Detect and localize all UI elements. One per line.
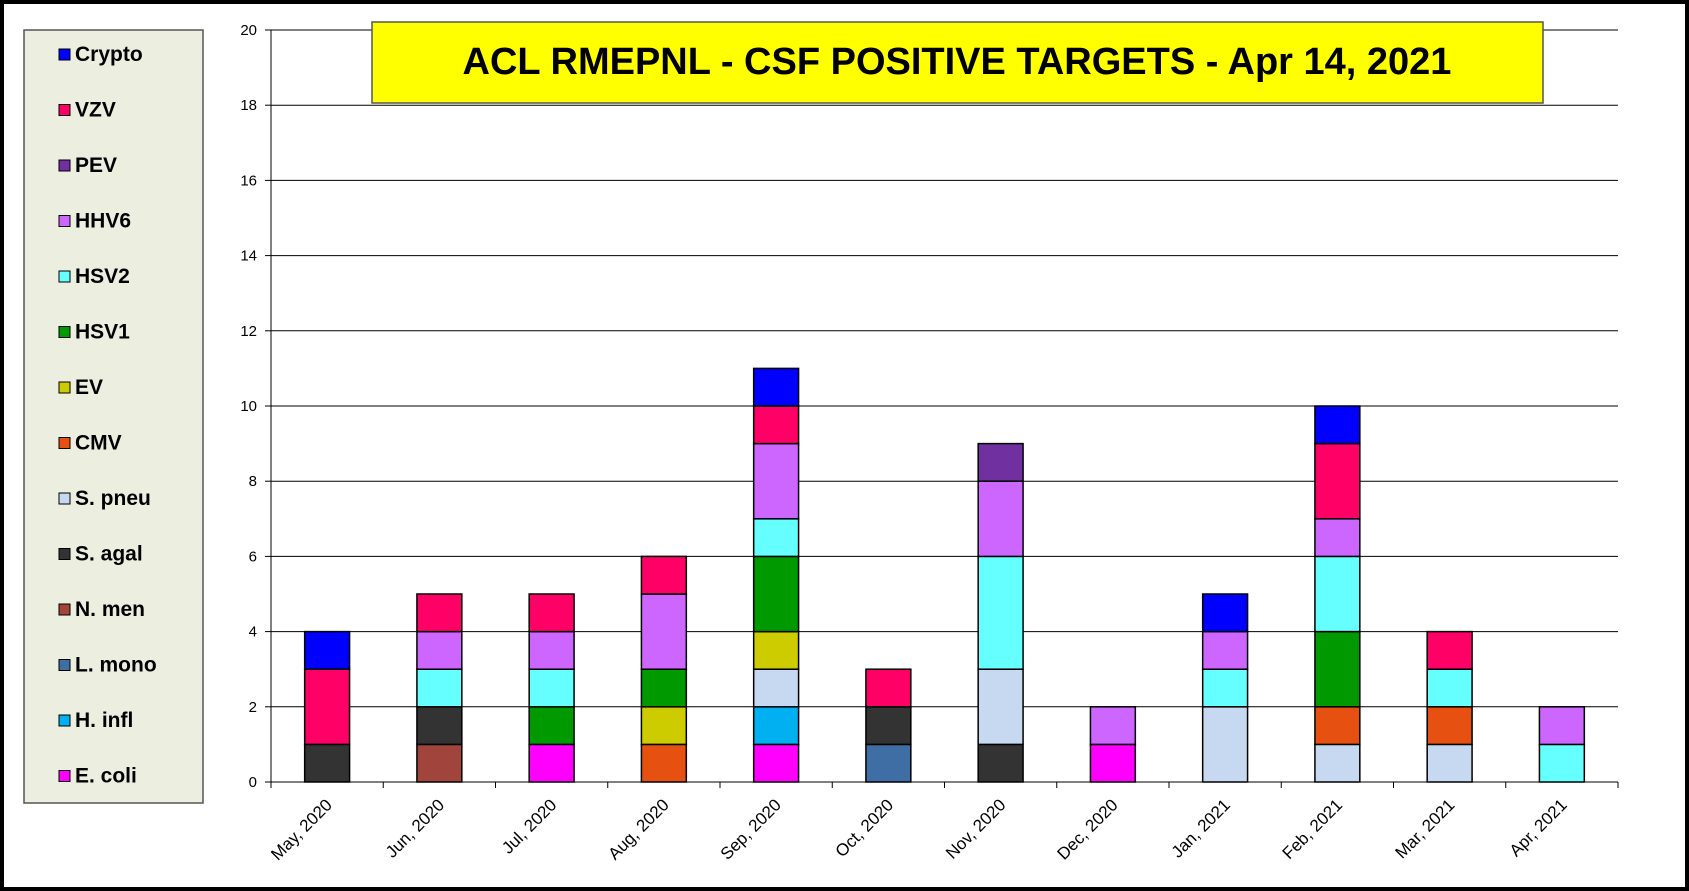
- legend-label: S. agal: [75, 543, 143, 566]
- legend-label: EV: [75, 376, 103, 399]
- bar-segment: [752, 555, 800, 633]
- legend-swatch: [58, 215, 71, 227]
- legend-label: Crypto: [75, 43, 143, 66]
- bar-segment: [1426, 668, 1473, 708]
- bar-segment: [977, 442, 1024, 482]
- legend-swatch: [58, 492, 71, 505]
- bar-segment: [640, 668, 688, 708]
- bar-segment: [1201, 706, 1249, 783]
- bar-segment: [303, 668, 351, 746]
- legend-swatch: [58, 437, 71, 449]
- bar-segment: [1314, 743, 1361, 783]
- bar-segment: [752, 630, 800, 670]
- legend-swatch: [58, 603, 71, 616]
- bar-segment: [416, 593, 463, 633]
- bar-segment: [1201, 630, 1249, 670]
- bar-segment: [303, 630, 351, 670]
- legend-label: HSV1: [75, 321, 130, 344]
- legend-label: S. pneu: [75, 487, 151, 510]
- bar-segment: [303, 743, 351, 783]
- bar-segment: [528, 743, 575, 783]
- legend-label: VZV: [75, 99, 116, 122]
- y-tick-label: 0: [249, 774, 257, 791]
- bar-segment: [977, 668, 1024, 746]
- y-tick-label: 12: [240, 323, 257, 340]
- bar-segment: [1201, 593, 1249, 633]
- bar-segment: [640, 555, 688, 595]
- bar-segment: [1314, 442, 1361, 520]
- bar-segment: [416, 706, 463, 746]
- y-tick-label: 8: [249, 473, 257, 490]
- legend-swatch: [58, 48, 71, 61]
- bar-segment: [528, 593, 575, 633]
- y-tick-label: 20: [240, 22, 257, 39]
- y-tick-label: 18: [240, 97, 257, 114]
- bar-segment: [1538, 743, 1586, 783]
- legend-swatch: [58, 326, 71, 338]
- bar-segment: [416, 630, 463, 670]
- bar-segment: [752, 743, 800, 783]
- bar-segment: [752, 706, 800, 746]
- bar-segment: [752, 367, 800, 407]
- y-tick-label: 10: [240, 398, 257, 415]
- bar-segment: [640, 593, 688, 670]
- bar-segment: [528, 668, 575, 708]
- bar-segment: [1314, 405, 1361, 445]
- bar-segment: [416, 743, 463, 783]
- title-box: [371, 21, 1544, 104]
- bar-segment: [528, 630, 575, 670]
- bar-segment: [752, 442, 800, 520]
- bar-segment: [1426, 706, 1473, 746]
- bar-segment: [752, 668, 800, 708]
- y-tick-label: 6: [249, 548, 257, 565]
- bar-segment: [1314, 555, 1361, 633]
- legend-swatch: [58, 159, 71, 172]
- legend-swatch: [58, 770, 71, 782]
- legend-label: N. men: [75, 598, 145, 621]
- bar-segment: [865, 743, 912, 783]
- bar-segment: [1426, 630, 1473, 670]
- bar-segment: [752, 405, 800, 445]
- bar-segment: [416, 668, 463, 708]
- legend-swatch: [58, 270, 71, 283]
- bar-segment: [865, 706, 912, 746]
- y-tick-label: 4: [249, 624, 257, 641]
- bar-segment: [1201, 668, 1249, 708]
- legend-label: L. mono: [75, 654, 157, 677]
- chart-title: ACL RMEPNL - CSF POSITIVE TARGETS - Apr …: [463, 41, 1452, 83]
- bar-segment: [865, 668, 912, 708]
- bar-segment: [977, 555, 1024, 670]
- legend-box: [23, 29, 204, 804]
- bar-segment: [977, 480, 1024, 558]
- bar-segment: [1089, 743, 1137, 783]
- legend-swatch: [58, 548, 71, 560]
- legend-label: HSV2: [75, 265, 130, 288]
- legend-swatch: [58, 104, 71, 116]
- legend-swatch: [58, 381, 71, 394]
- bar-segment: [1314, 518, 1361, 558]
- bar-segment: [528, 706, 575, 746]
- bar-segment: [1538, 706, 1586, 746]
- bar-segment: [640, 706, 688, 746]
- legend-swatch: [58, 659, 71, 671]
- bar-segment: [640, 743, 688, 783]
- legend-label: CMV: [75, 432, 122, 455]
- legend-swatch: [58, 714, 71, 727]
- bar-segment: [1314, 630, 1361, 708]
- y-tick-label: 2: [249, 699, 257, 716]
- bar-segment: [977, 743, 1024, 783]
- legend-label: H. infl: [75, 709, 133, 732]
- bar-segment: [1314, 706, 1361, 746]
- bar-segment: [1426, 743, 1473, 783]
- bar-segment: [1089, 706, 1137, 746]
- y-tick-label: 14: [240, 248, 257, 265]
- legend-label: E. coli: [75, 765, 137, 788]
- legend-label: PEV: [75, 154, 117, 177]
- bar-segment: [752, 518, 800, 558]
- legend-label: HHV6: [75, 210, 131, 233]
- y-tick-label: 16: [240, 172, 257, 189]
